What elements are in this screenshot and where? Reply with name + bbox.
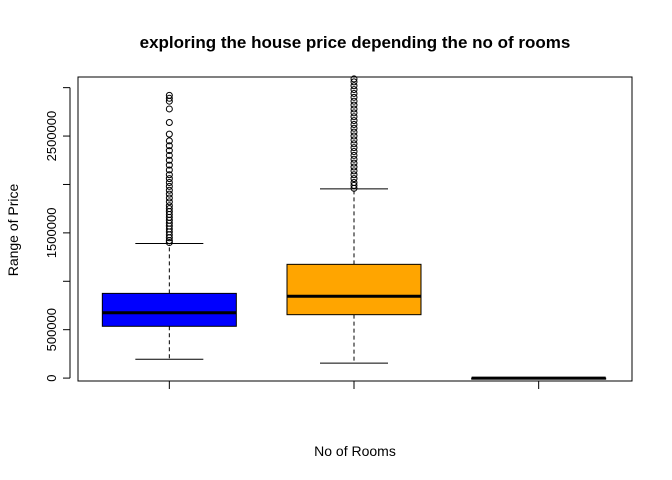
plot-frame <box>77 76 633 382</box>
outlier-point <box>165 94 173 102</box>
outlier-point <box>350 163 358 171</box>
box-group <box>101 91 237 360</box>
y-axis: 0 500000 1500000 2500000 <box>44 87 71 382</box>
outlier-point <box>350 155 358 163</box>
outlier-point <box>350 144 358 152</box>
outlier-point <box>350 97 358 105</box>
outlier-point <box>350 148 358 156</box>
boxes-layer <box>101 75 607 380</box>
y-tick-label: 500000 <box>44 308 59 351</box>
outlier-point <box>165 239 173 247</box>
box-group <box>471 376 607 380</box>
outlier-point <box>350 109 358 117</box>
outlier-point <box>350 113 358 121</box>
outlier-point <box>165 194 173 202</box>
outlier-point <box>165 147 173 155</box>
outlier-point <box>350 140 358 148</box>
outlier-point <box>350 75 358 83</box>
outlier-point <box>350 89 358 97</box>
y-axis-label: Range of Price <box>5 183 21 276</box>
y-tick-label: 0 <box>44 374 59 381</box>
outlier-point <box>165 186 173 194</box>
outlier-point <box>165 156 173 164</box>
box-body <box>286 263 422 316</box>
outlier-point <box>350 105 358 113</box>
outlier-point <box>165 202 173 210</box>
outlier-point <box>165 171 173 179</box>
outlier-point <box>350 124 358 132</box>
outlier-point <box>350 101 358 109</box>
x-axis-label: No of Rooms <box>314 443 396 459</box>
outlier-point <box>350 151 358 159</box>
box-body <box>101 292 237 327</box>
outlier-point <box>350 117 358 125</box>
outlier-point <box>350 136 358 144</box>
outlier-point <box>165 175 173 183</box>
outlier-point <box>350 181 358 189</box>
outlier-point <box>350 179 358 187</box>
chart-title: exploring the house price depending the … <box>140 33 571 52</box>
outlier-point <box>165 130 173 138</box>
outlier-point <box>165 161 173 169</box>
y-tick-label: 2500000 <box>44 111 59 162</box>
outlier-point <box>350 175 358 183</box>
outlier-point <box>165 151 173 159</box>
outlier-point <box>350 159 358 167</box>
outlier-point <box>165 119 173 127</box>
outlier-point <box>350 86 358 94</box>
outlier-point <box>350 93 358 101</box>
outlier-point <box>165 205 173 213</box>
x-axis <box>168 381 540 389</box>
outlier-point <box>350 120 358 128</box>
outlier-point <box>350 132 358 140</box>
outlier-point <box>165 142 173 150</box>
outlier-point <box>165 198 173 206</box>
outlier-point <box>165 190 173 198</box>
outlier-point <box>165 179 173 187</box>
outlier-point <box>165 91 173 99</box>
outlier-point <box>165 105 173 113</box>
outlier-point <box>165 166 173 174</box>
box-group <box>286 75 422 364</box>
outlier-point <box>165 137 173 145</box>
outlier-point <box>350 82 358 90</box>
outlier-point <box>350 171 358 179</box>
outlier-point <box>350 128 358 136</box>
outlier-point <box>350 167 358 175</box>
outlier-point <box>165 182 173 190</box>
outlier-point <box>350 78 358 86</box>
y-tick-label: 1500000 <box>44 208 59 259</box>
